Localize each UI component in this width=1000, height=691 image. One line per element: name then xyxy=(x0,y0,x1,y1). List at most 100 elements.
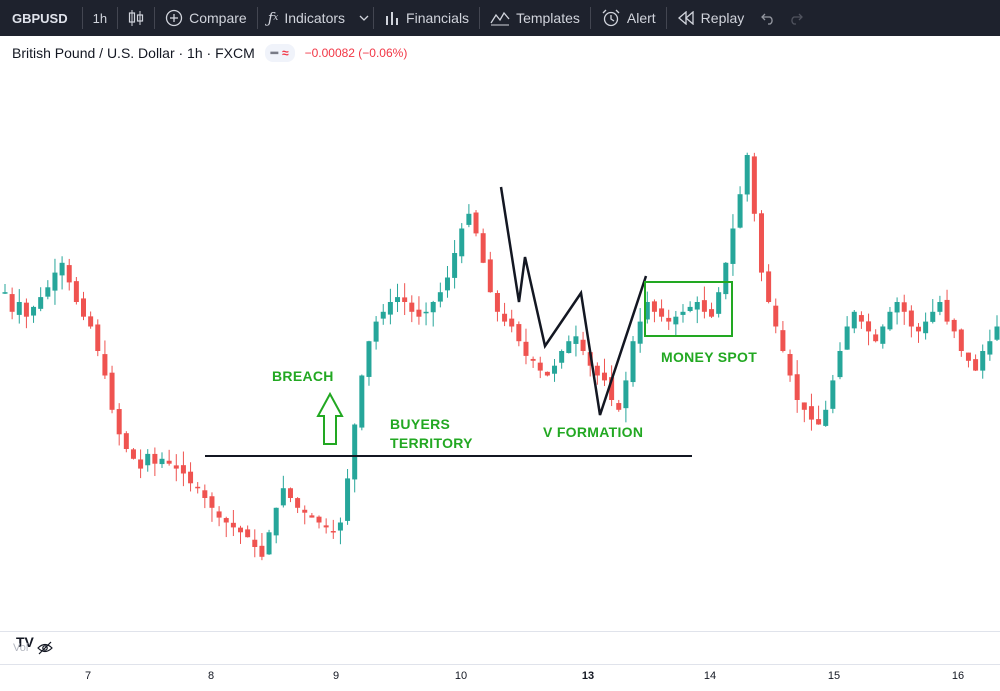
candle-body xyxy=(316,516,322,523)
up-arrow-icon xyxy=(316,391,344,445)
x-tick-label: 10 xyxy=(454,670,468,682)
v-formation-drawing[interactable] xyxy=(499,186,648,416)
candle-body xyxy=(437,292,443,302)
approx-icon: ≈ xyxy=(281,46,289,60)
candle-body xyxy=(973,359,979,371)
candle-body xyxy=(816,419,822,425)
candle-body xyxy=(680,311,686,315)
candle-body xyxy=(430,302,436,313)
candle-body xyxy=(345,478,351,521)
candle-body xyxy=(138,459,144,469)
eye-hidden-icon[interactable] xyxy=(37,641,53,660)
x-tick-label: 16 xyxy=(951,670,965,682)
compare-button[interactable]: Compare xyxy=(155,0,257,36)
price-chart[interactable]: BREACH BUYERS TERRITORY V FORMATION MONE… xyxy=(0,36,1000,664)
time-axis[interactable]: 7 8 9 10 13 14 15 16 xyxy=(0,665,1000,691)
candle-body xyxy=(701,300,707,312)
toolbar-divider xyxy=(589,7,591,29)
toolbar-divider xyxy=(479,7,481,29)
candle-body xyxy=(694,302,700,310)
x-tick-label: 14 xyxy=(703,670,717,682)
candle-body xyxy=(188,471,194,484)
toolbar-divider xyxy=(81,7,83,29)
candle-body xyxy=(31,306,37,316)
candle-body xyxy=(238,527,244,533)
candle-body xyxy=(751,156,757,214)
templates-button[interactable]: Templates xyxy=(480,0,590,36)
candle-body xyxy=(195,486,201,489)
candle-body xyxy=(594,365,600,376)
candle-body xyxy=(930,311,936,322)
candle-body xyxy=(723,262,729,295)
candle-body xyxy=(937,302,943,312)
indicators-label: Indicators xyxy=(284,10,346,26)
interval-button[interactable]: 1h xyxy=(92,10,108,26)
candle-body xyxy=(801,402,807,410)
candle-body xyxy=(173,465,179,469)
candle-body xyxy=(744,155,750,195)
candle-body xyxy=(352,424,358,480)
candle-body xyxy=(651,301,657,312)
candle-body xyxy=(887,311,893,330)
symbol-title[interactable]: British Pound / U.S. Dollar · 1h · FXCM xyxy=(12,45,255,61)
x-tick-label: 15 xyxy=(827,670,841,682)
candle-body xyxy=(380,311,386,319)
candle-body xyxy=(402,297,408,302)
candle-body xyxy=(773,305,779,327)
indicators-dropdown-button[interactable] xyxy=(355,0,373,36)
candle-body xyxy=(252,539,258,547)
v-formation-annotation: V FORMATION xyxy=(543,424,644,440)
candle-body xyxy=(59,262,65,276)
bars-icon xyxy=(384,10,400,26)
candle-body xyxy=(273,507,279,536)
candle-body xyxy=(494,293,500,312)
candle-body xyxy=(95,324,101,351)
candle-body xyxy=(88,316,94,327)
candle-body xyxy=(52,272,58,291)
candlestick-chart[interactable] xyxy=(0,36,1000,631)
x-tick-label: 13 xyxy=(581,670,595,682)
legend-controls[interactable]: ━ ≈ xyxy=(264,44,295,62)
replay-icon xyxy=(677,11,695,25)
candle-body xyxy=(559,351,565,363)
candle-body xyxy=(81,298,87,317)
candle-body xyxy=(673,316,679,325)
candle-body xyxy=(359,375,365,428)
candle-body xyxy=(858,315,864,322)
candle-body xyxy=(409,302,415,312)
candle-body xyxy=(987,341,993,355)
candle-body xyxy=(523,341,529,356)
candles-icon xyxy=(128,9,144,27)
candle-body xyxy=(323,525,329,528)
redo-icon xyxy=(788,11,804,25)
replay-button[interactable]: Replay xyxy=(667,0,755,36)
candle-body xyxy=(923,321,929,334)
toolbar-divider xyxy=(154,7,156,29)
undo-button[interactable] xyxy=(754,0,782,36)
pane-separator xyxy=(0,631,1000,632)
candle-body xyxy=(509,318,515,327)
candle-body xyxy=(687,306,693,311)
price-change: −0.00082 (−0.06%) xyxy=(304,46,408,60)
candle-body xyxy=(637,321,643,344)
symbol-button[interactable]: GBPUSD xyxy=(12,10,68,26)
candle-body xyxy=(266,532,272,555)
candle-body xyxy=(130,449,136,459)
candle-body xyxy=(830,380,836,409)
replay-label: Replay xyxy=(700,10,745,26)
candle-body xyxy=(530,358,536,361)
chart-type-button[interactable] xyxy=(118,0,154,36)
financials-button[interactable]: Financials xyxy=(374,0,479,36)
candle-body xyxy=(209,496,215,508)
candle-body xyxy=(794,374,800,400)
candle-body xyxy=(780,330,786,351)
candle-body xyxy=(544,371,550,376)
candle-body xyxy=(644,302,650,320)
money-spot-box[interactable] xyxy=(644,281,733,337)
toolbar-divider xyxy=(256,7,258,29)
alert-button[interactable]: Alert xyxy=(591,0,666,36)
redo-button[interactable] xyxy=(782,0,810,36)
candle-body xyxy=(951,319,957,332)
